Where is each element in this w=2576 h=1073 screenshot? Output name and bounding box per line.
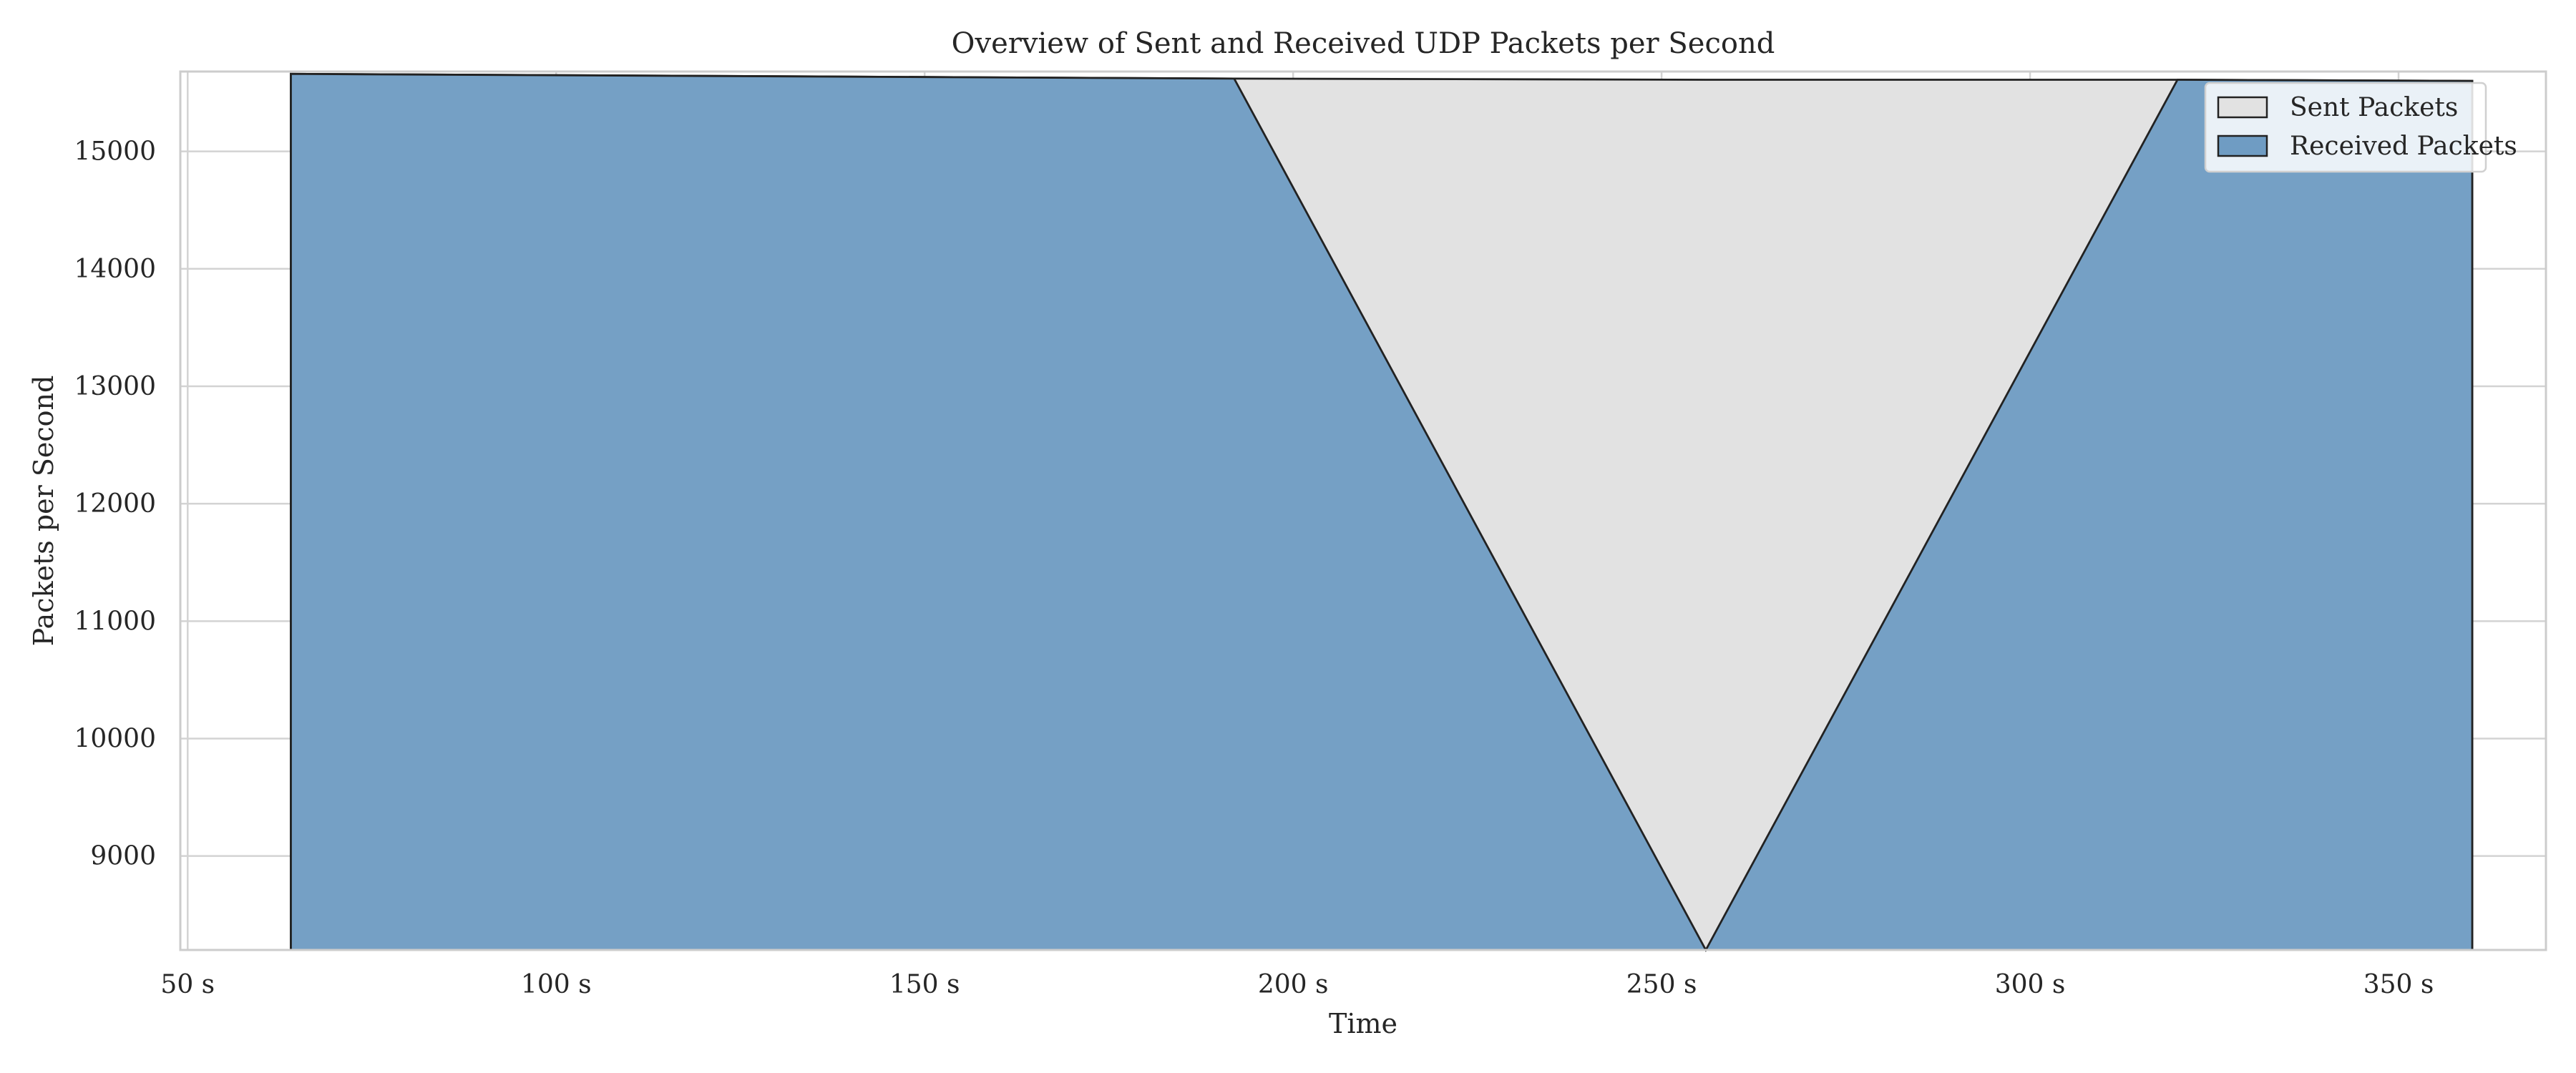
tick-labels: 50 s 100 s 150 s 200 s 250 s 300 s 350 s 9000 10… bbox=[74, 137, 2434, 999]
legend-swatch-received-packets bbox=[2217, 134, 2268, 157]
x-tick-label-5: 300 s bbox=[1995, 970, 2066, 999]
y-tick-label-1: 10000 bbox=[74, 724, 156, 753]
y-axis-label: Packets per Second bbox=[28, 376, 59, 647]
y-tick-label-2: 11000 bbox=[74, 607, 156, 636]
x-tick-label-0: 50 s bbox=[160, 970, 215, 999]
area-series-layer bbox=[290, 72, 2474, 952]
area-received-packets bbox=[290, 72, 2474, 952]
legend: Sent Packets Received Packets bbox=[2204, 82, 2517, 173]
x-tick-label-2: 150 s bbox=[889, 970, 960, 999]
y-tick-label-4: 13000 bbox=[74, 372, 156, 401]
legend-label-sent-packets: Sent Packets bbox=[2290, 93, 2458, 122]
x-tick-label-1: 100 s bbox=[521, 970, 592, 999]
plot-frame bbox=[179, 70, 2547, 951]
y-tick-label-6: 15000 bbox=[74, 137, 156, 167]
legend-swatch-sent-packets bbox=[2217, 96, 2268, 119]
y-tick-label-5: 14000 bbox=[74, 255, 156, 284]
x-tick-label-3: 200 s bbox=[1258, 970, 1329, 999]
x-tick-label-4: 250 s bbox=[1626, 970, 1697, 999]
legend-box bbox=[2204, 82, 2487, 173]
x-tick-label-6: 350 s bbox=[2363, 970, 2434, 999]
y-tick-label-0: 9000 bbox=[90, 842, 156, 871]
legend-label-received-packets: Received Packets bbox=[2290, 132, 2517, 161]
y-tick-label-3: 12000 bbox=[74, 489, 156, 519]
x-axis-label: Time bbox=[1329, 1008, 1397, 1039]
chart-title: Overview of Sent and Received UDP Packet… bbox=[952, 27, 1775, 60]
